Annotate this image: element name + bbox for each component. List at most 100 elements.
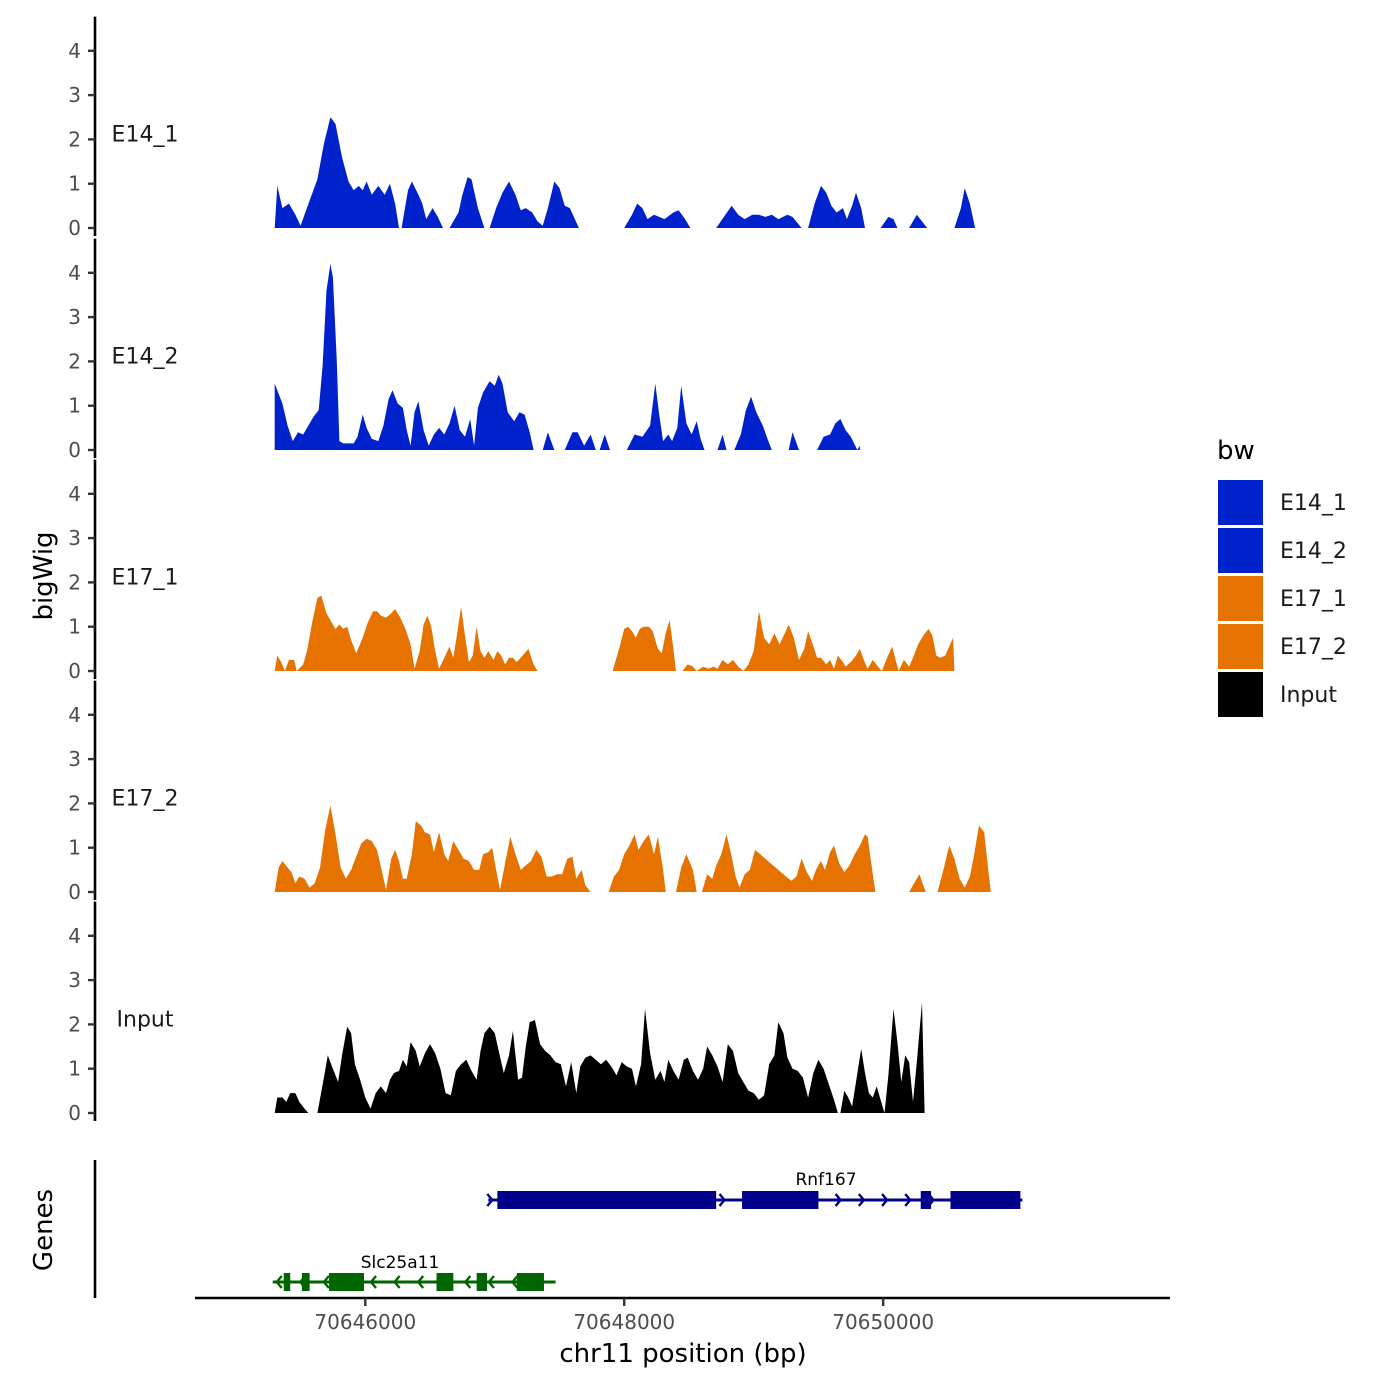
track-input: 0 1 2 3 4 Input bbox=[68, 901, 925, 1125]
legend-label: E17_2 bbox=[1280, 635, 1347, 660]
signal-area bbox=[954, 188, 976, 228]
exon bbox=[950, 1191, 1021, 1209]
strand-chevron bbox=[416, 1275, 425, 1289]
strand-chevron bbox=[463, 1275, 472, 1289]
track-label: E14_2 bbox=[112, 344, 179, 369]
y-tick-label: 2 bbox=[68, 1012, 81, 1036]
y-tick-label: 0 bbox=[68, 1101, 81, 1125]
legend-label: E17_1 bbox=[1280, 587, 1347, 612]
strand-chevron bbox=[718, 1193, 727, 1207]
signal-area bbox=[489, 181, 579, 228]
track-e17-1: 0 1 2 3 4 E17_1 bbox=[68, 459, 955, 683]
signal-area bbox=[274, 263, 534, 450]
y-tick-label: 0 bbox=[68, 880, 81, 904]
genes-axis-title: Genes bbox=[29, 1189, 59, 1271]
y-tick-label: 1 bbox=[68, 615, 81, 639]
signal-tracks: 0 1 2 3 4 E14_1 0 1 2 3 4 E14_2 0 1 2 3 4 E17_1 0 1 2 3 4 E17_2… bbox=[68, 16, 991, 1125]
strand-chevron bbox=[857, 1193, 866, 1207]
signal-area bbox=[909, 214, 928, 228]
strand-chevron bbox=[275, 1275, 283, 1289]
gene-slc25a11: Slc25a11 bbox=[272, 1253, 556, 1291]
strand-chevron bbox=[322, 1275, 330, 1289]
y-tick-label: 1 bbox=[68, 1057, 81, 1081]
strand-chevron bbox=[881, 1193, 889, 1207]
signal-area bbox=[274, 805, 591, 892]
strand-chevron bbox=[487, 1275, 495, 1289]
y-tick-label: 2 bbox=[68, 570, 81, 594]
signal-area bbox=[701, 834, 876, 892]
signal-area bbox=[808, 185, 865, 228]
signal-area bbox=[599, 434, 610, 450]
gene-label: Rnf167 bbox=[795, 1170, 856, 1190]
y-tick-label: 1 bbox=[68, 172, 81, 196]
track-label: Input bbox=[117, 1007, 174, 1032]
y-tick-label: 4 bbox=[68, 39, 81, 63]
x-axis: 70646000 70648000 70650000 bbox=[195, 1296, 1170, 1334]
track-e14-1: 0 1 2 3 4 E14_1 bbox=[68, 16, 976, 240]
track-label: E17_1 bbox=[112, 565, 179, 590]
strand-chevron bbox=[904, 1193, 912, 1207]
y-tick-label: 3 bbox=[68, 747, 81, 771]
strand-chevron bbox=[369, 1275, 377, 1289]
legend-swatch bbox=[1218, 624, 1263, 669]
y-tick-label: 4 bbox=[68, 924, 81, 948]
signal-area bbox=[682, 611, 955, 671]
signal-area bbox=[608, 834, 666, 892]
x-axis-title: chr11 position (bp) bbox=[559, 1339, 806, 1369]
y-tick-label: 1 bbox=[68, 394, 81, 418]
signal-area bbox=[564, 432, 596, 450]
y-tick-label: 1 bbox=[68, 836, 81, 860]
strand-chevron bbox=[486, 1193, 494, 1207]
y-tick-label: 0 bbox=[68, 216, 81, 240]
signal-area bbox=[880, 216, 898, 228]
legend-title: bw bbox=[1217, 436, 1255, 466]
signal-area bbox=[734, 396, 772, 450]
signal-area bbox=[817, 419, 860, 450]
signal-area bbox=[840, 1002, 925, 1113]
x-tick-label: 70648000 bbox=[573, 1310, 675, 1334]
gene-rnf167: Rnf167 bbox=[486, 1170, 1023, 1209]
y-axis-title: bigWig bbox=[29, 531, 59, 620]
exon bbox=[497, 1191, 717, 1209]
legend-swatch bbox=[1218, 480, 1263, 525]
gene-label: Slc25a11 bbox=[361, 1253, 440, 1273]
strand-chevron bbox=[393, 1275, 401, 1289]
signal-area bbox=[274, 117, 399, 228]
strand-chevron bbox=[834, 1193, 843, 1207]
signal-area bbox=[542, 432, 555, 450]
signal-area bbox=[274, 595, 538, 671]
x-tick-label: 70650000 bbox=[832, 1310, 934, 1334]
signal-area bbox=[624, 203, 691, 228]
signal-area bbox=[716, 205, 802, 228]
exon bbox=[476, 1273, 488, 1291]
y-tick-label: 3 bbox=[68, 83, 81, 107]
y-tick-label: 4 bbox=[68, 261, 81, 285]
y-tick-label: 4 bbox=[68, 482, 81, 506]
y-tick-label: 3 bbox=[68, 305, 81, 329]
legend-label: E14_1 bbox=[1280, 491, 1347, 516]
y-tick-label: 0 bbox=[68, 659, 81, 683]
signal-area bbox=[788, 432, 799, 450]
exon bbox=[301, 1273, 310, 1291]
y-tick-label: 0 bbox=[68, 438, 81, 462]
y-tick-label: 4 bbox=[68, 703, 81, 727]
legend-label: Input bbox=[1280, 683, 1337, 708]
strand-chevron bbox=[510, 1275, 519, 1289]
legend-swatch bbox=[1218, 528, 1263, 573]
exon bbox=[436, 1273, 454, 1291]
exon bbox=[920, 1191, 932, 1209]
exon bbox=[283, 1273, 291, 1291]
signal-area bbox=[401, 181, 443, 228]
signal-area bbox=[317, 1008, 838, 1113]
signal-area bbox=[909, 874, 926, 892]
genes-panel: Slc25a11 Rnf167 bbox=[93, 1160, 1023, 1298]
signal-area bbox=[626, 383, 705, 450]
y-tick-label: 3 bbox=[68, 526, 81, 550]
signal-area bbox=[937, 825, 991, 892]
signal-area bbox=[274, 1093, 309, 1113]
x-tick-label: 70646000 bbox=[314, 1310, 416, 1334]
track-label: E17_2 bbox=[112, 786, 179, 811]
exon bbox=[516, 1273, 544, 1291]
